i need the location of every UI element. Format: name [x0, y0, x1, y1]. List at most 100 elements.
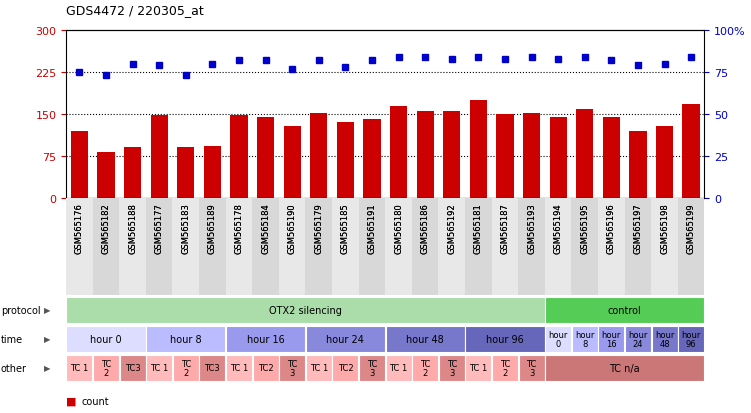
Text: GSM565193: GSM565193: [527, 203, 536, 254]
Bar: [545, 326, 572, 352]
Text: GSM565179: GSM565179: [314, 203, 323, 254]
Bar: [683, 104, 700, 198]
Text: GSM565181: GSM565181: [474, 203, 483, 254]
Text: TC3: TC3: [204, 363, 220, 373]
Bar: [385, 326, 465, 352]
Text: GSM565178: GSM565178: [234, 203, 243, 254]
Text: GSM565186: GSM565186: [421, 203, 430, 254]
Bar: [492, 355, 518, 381]
Bar: [284, 127, 301, 198]
Text: TC2: TC2: [258, 363, 273, 373]
Bar: [231, 116, 248, 198]
Text: GSM565190: GSM565190: [288, 203, 297, 254]
Text: TC
2: TC 2: [180, 359, 191, 377]
Text: TC
3: TC 3: [526, 359, 537, 377]
Text: GSM565194: GSM565194: [553, 203, 562, 254]
Bar: [257, 118, 274, 198]
Text: GSM565185: GSM565185: [341, 203, 350, 254]
Text: GSM565177: GSM565177: [155, 203, 164, 254]
Text: GSM565189: GSM565189: [208, 203, 217, 254]
Text: GSM565195: GSM565195: [581, 203, 590, 254]
Text: GSM565197: GSM565197: [633, 203, 642, 254]
Bar: [173, 355, 199, 381]
Text: TC 1: TC 1: [71, 363, 89, 373]
Bar: [199, 198, 226, 295]
Bar: [124, 148, 141, 198]
Bar: [466, 326, 544, 352]
Bar: [412, 198, 439, 295]
Bar: [66, 355, 92, 381]
Bar: [333, 355, 358, 381]
Text: GSM565185: GSM565185: [341, 203, 350, 254]
Text: time: time: [1, 334, 23, 344]
Bar: [71, 131, 88, 198]
Bar: [412, 355, 438, 381]
Bar: [572, 198, 598, 295]
Text: TC 1: TC 1: [230, 363, 248, 373]
Text: TC 1: TC 1: [469, 363, 487, 373]
Text: GSM565179: GSM565179: [314, 203, 323, 254]
Bar: [252, 198, 279, 295]
Bar: [359, 198, 385, 295]
Text: TC
2: TC 2: [499, 359, 510, 377]
Bar: [66, 326, 146, 352]
Bar: [93, 355, 119, 381]
Bar: [252, 355, 279, 381]
Text: GSM565180: GSM565180: [394, 203, 403, 254]
Text: TC
3: TC 3: [447, 359, 457, 377]
Bar: [66, 297, 544, 323]
Bar: [226, 326, 305, 352]
Bar: [359, 355, 385, 381]
Text: protocol: protocol: [1, 305, 41, 315]
Bar: [656, 127, 673, 198]
Bar: [469, 101, 487, 198]
Bar: [678, 198, 704, 295]
Text: hour 96: hour 96: [486, 334, 524, 344]
Text: GSM565182: GSM565182: [101, 203, 110, 254]
Bar: [518, 198, 545, 295]
Text: TC
3: TC 3: [287, 359, 297, 377]
Bar: [599, 326, 624, 352]
Bar: [385, 355, 412, 381]
Text: ▶: ▶: [44, 306, 50, 315]
Text: GSM565196: GSM565196: [607, 203, 616, 254]
Bar: [199, 355, 225, 381]
Text: GSM565191: GSM565191: [367, 203, 376, 254]
Bar: [496, 114, 514, 198]
Text: hour
48: hour 48: [655, 330, 674, 348]
Text: GSM565176: GSM565176: [75, 203, 84, 254]
Bar: [306, 355, 332, 381]
Bar: [310, 114, 327, 198]
Text: ■: ■: [66, 396, 77, 406]
Text: GSM565189: GSM565189: [208, 203, 217, 254]
Text: GSM565195: GSM565195: [581, 203, 590, 254]
Text: GSM565190: GSM565190: [288, 203, 297, 254]
Text: GSM565183: GSM565183: [181, 203, 190, 254]
Text: GSM565198: GSM565198: [660, 203, 669, 254]
Bar: [417, 112, 434, 198]
Bar: [545, 297, 704, 323]
Text: GSM565183: GSM565183: [181, 203, 190, 254]
Text: hour
96: hour 96: [681, 330, 701, 348]
Text: count: count: [81, 396, 109, 406]
Text: GSM565181: GSM565181: [474, 203, 483, 254]
Bar: [146, 326, 225, 352]
Bar: [119, 355, 146, 381]
Bar: [177, 148, 195, 198]
Bar: [390, 106, 407, 198]
Text: hour
8: hour 8: [575, 330, 595, 348]
Text: TC 1: TC 1: [150, 363, 168, 373]
Bar: [66, 198, 704, 295]
Text: TC 1: TC 1: [390, 363, 408, 373]
Text: GSM565197: GSM565197: [633, 203, 642, 254]
Text: TC 1: TC 1: [309, 363, 328, 373]
Bar: [466, 355, 491, 381]
Bar: [306, 198, 332, 295]
Bar: [629, 131, 647, 198]
Bar: [576, 110, 593, 198]
Text: GSM565176: GSM565176: [75, 203, 84, 254]
Bar: [204, 147, 221, 198]
Bar: [652, 326, 677, 352]
Text: GSM565193: GSM565193: [527, 203, 536, 254]
Text: OTX2 silencing: OTX2 silencing: [269, 305, 342, 315]
